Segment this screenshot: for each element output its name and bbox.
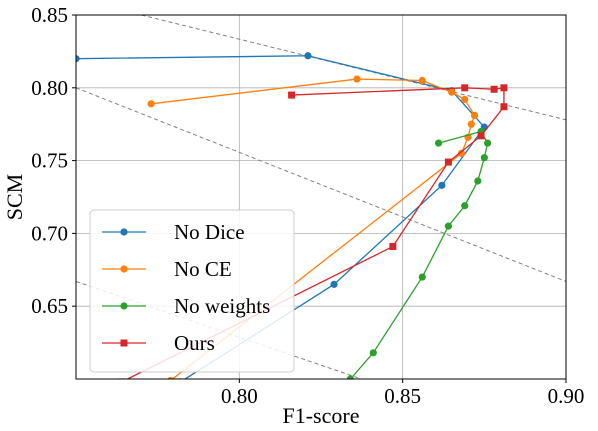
data-point-ours: [500, 103, 508, 111]
legend-label-no-weights: No weights: [174, 294, 270, 318]
legend-label-no-ce: No CE: [174, 257, 232, 281]
data-point-no-ce: [448, 88, 456, 96]
data-point-ours: [288, 91, 296, 99]
data-point-no-dice: [304, 52, 312, 60]
legend-box: [89, 209, 295, 373]
data-point-no-weights: [484, 139, 492, 147]
data-point-no-ce: [461, 95, 469, 104]
x-tick-label: 0.90: [548, 384, 585, 408]
legend-label-ours: Ours: [174, 331, 215, 355]
data-point-no-weights: [444, 222, 452, 230]
data-point-no-ce: [147, 100, 155, 108]
y-tick-label: 0.80: [31, 76, 68, 100]
data-point-no-ce: [353, 75, 361, 83]
data-point-ours: [477, 132, 485, 140]
data-point-ours: [444, 158, 452, 166]
legend-marker-no-ce: [120, 265, 128, 273]
series-layer: [76, 52, 508, 379]
data-point-no-dice: [438, 181, 446, 189]
data-point-ours: [389, 243, 397, 251]
data-point-no-ce: [470, 111, 479, 120]
x-tick-label: 0.80: [221, 384, 258, 408]
data-point-no-ce: [467, 120, 475, 128]
y-axis-title: SCM: [2, 174, 27, 220]
plot-frame: [75, 14, 567, 380]
data-point-no-dice: [330, 280, 338, 288]
y-tick-label: 0.75: [31, 149, 68, 173]
series-line-no-ce: [151, 78, 476, 379]
data-point-no-weights: [435, 139, 443, 147]
data-point-no-weights: [461, 202, 469, 210]
legend-marker-ours: [120, 339, 128, 347]
data-point-no-ce: [418, 76, 426, 85]
data-point-no-weights: [474, 177, 482, 185]
data-point-ours: [500, 84, 508, 92]
y-tick-label: 0.85: [31, 3, 68, 27]
x-axis-title: F1-score: [283, 403, 360, 428]
legend-marker-no-dice: [120, 228, 128, 236]
y-tick-label: 0.65: [31, 294, 68, 318]
legend-marker-no-weights: [120, 302, 128, 310]
data-point-no-weights: [369, 349, 377, 357]
x-tick-label: 0.85: [384, 384, 421, 408]
data-point-no-ce: [167, 376, 175, 379]
data-point-ours: [490, 85, 498, 93]
series-line-no-weights: [349, 130, 489, 379]
legend-label-no-dice: No Dice: [174, 220, 245, 244]
data-point-ours: [461, 84, 469, 92]
legend: No Dice No CE No weights Ours: [89, 209, 295, 373]
data-point-no-ce: [457, 149, 466, 157]
data-point-no-weights: [418, 273, 426, 281]
ticks: 0.80 0.85 0.90 0.65 0.70 0.75 0.80 0.85: [31, 3, 584, 408]
reference-line: [76, 87, 566, 282]
y-tick-label: 0.70: [31, 221, 68, 245]
data-point-no-dice: [76, 55, 80, 63]
data-point-no-weights: [480, 154, 488, 162]
data-point-no-weights: [346, 375, 354, 379]
